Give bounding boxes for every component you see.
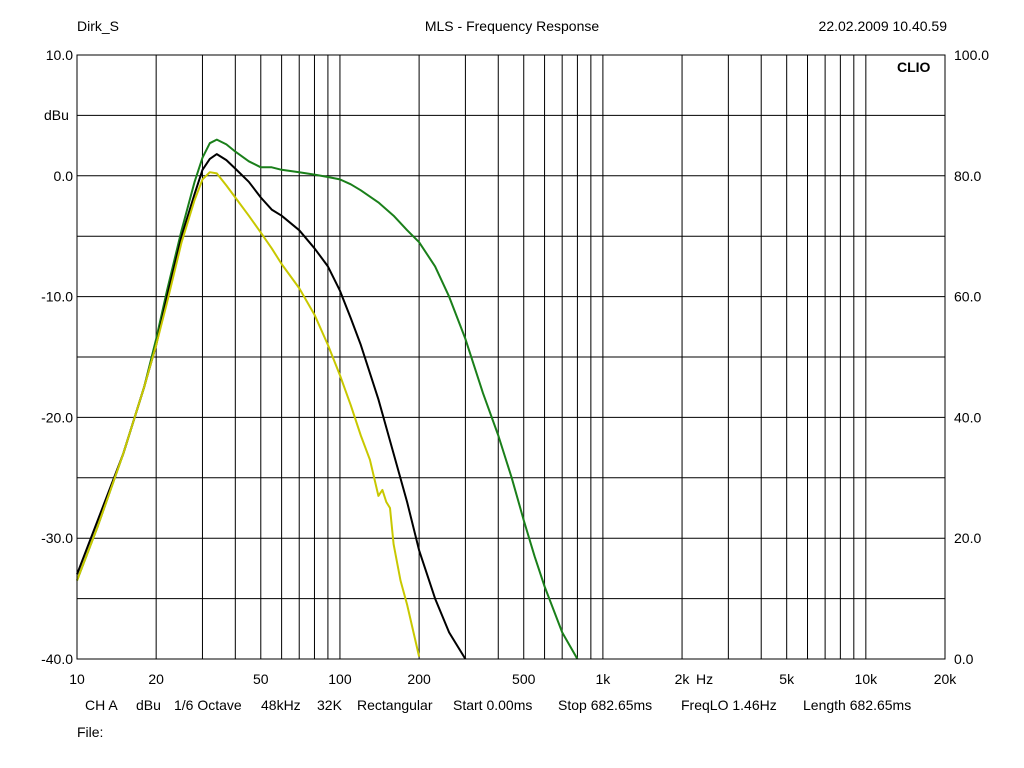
x-tick-label: 50: [253, 671, 269, 687]
series-line-3: [76, 171, 421, 657]
status-rate: 48kHz: [261, 697, 301, 713]
header-title: MLS - Frequency Response: [424, 18, 600, 34]
status-stop: Stop 682.65ms: [558, 697, 653, 713]
file-label: File:: [77, 724, 104, 740]
status-unit: dBu: [136, 697, 161, 713]
header-left: Dirk_S: [77, 18, 120, 34]
x-tick-label: 10k: [855, 671, 879, 687]
x-axis-label: Hz: [696, 671, 713, 687]
tick-labels: 10 20 50 100 200 500 1k 2k 5k 10k 20k 10.0 0.0 -10.0 -…: [41, 47, 989, 687]
status-size: 32K: [317, 697, 342, 713]
x-tick-label: 500: [512, 671, 536, 687]
x-tick-label: 100: [328, 671, 352, 687]
x-tick-label: 2k: [675, 671, 691, 687]
y-tick-label: -10.0: [41, 289, 73, 305]
x-tick-label: 5k: [779, 671, 795, 687]
y-tick-label: 0.0: [54, 168, 74, 184]
clio-logo: CLIO: [897, 59, 931, 75]
y-right-tick-label: 100.0: [954, 47, 989, 63]
status-freqlo: FreqLO 1.46Hz: [681, 697, 777, 713]
y-tick-label: -20.0: [41, 409, 73, 425]
plot-frame: [76, 54, 946, 660]
grid: [77, 55, 945, 659]
status-smoothing: 1/6 Octave: [174, 697, 242, 713]
series-line-1: [76, 138, 579, 660]
y-right-tick-label: 0.0: [954, 651, 974, 667]
y-tick-label: 10.0: [46, 47, 73, 63]
y-right-tick-label: 80.0: [954, 168, 981, 184]
y-tick-label: -30.0: [41, 530, 73, 546]
x-tick-label: 20k: [934, 671, 958, 687]
y-right-tick-label: 20.0: [954, 530, 981, 546]
status-channel: CH A: [85, 697, 118, 713]
x-tick-label: 20: [148, 671, 164, 687]
series-layer: [76, 138, 579, 660]
header-timestamp: 22.02.2009 10.40.59: [818, 18, 947, 34]
y-axis-label: dBu: [44, 107, 69, 123]
y-right-tick-label: 60.0: [954, 289, 981, 305]
y-right-tick-label: 40.0: [954, 409, 981, 425]
x-tick-label: 10: [69, 671, 85, 687]
x-tick-label: 1k: [595, 671, 611, 687]
x-tick-label: 200: [407, 671, 431, 687]
status-window: Rectangular: [357, 697, 433, 713]
status-length: Length 682.65ms: [803, 697, 912, 713]
series-line-2: [76, 153, 467, 660]
status-start: Start 0.00ms: [453, 697, 533, 713]
y-tick-label: -40.0: [41, 651, 73, 667]
